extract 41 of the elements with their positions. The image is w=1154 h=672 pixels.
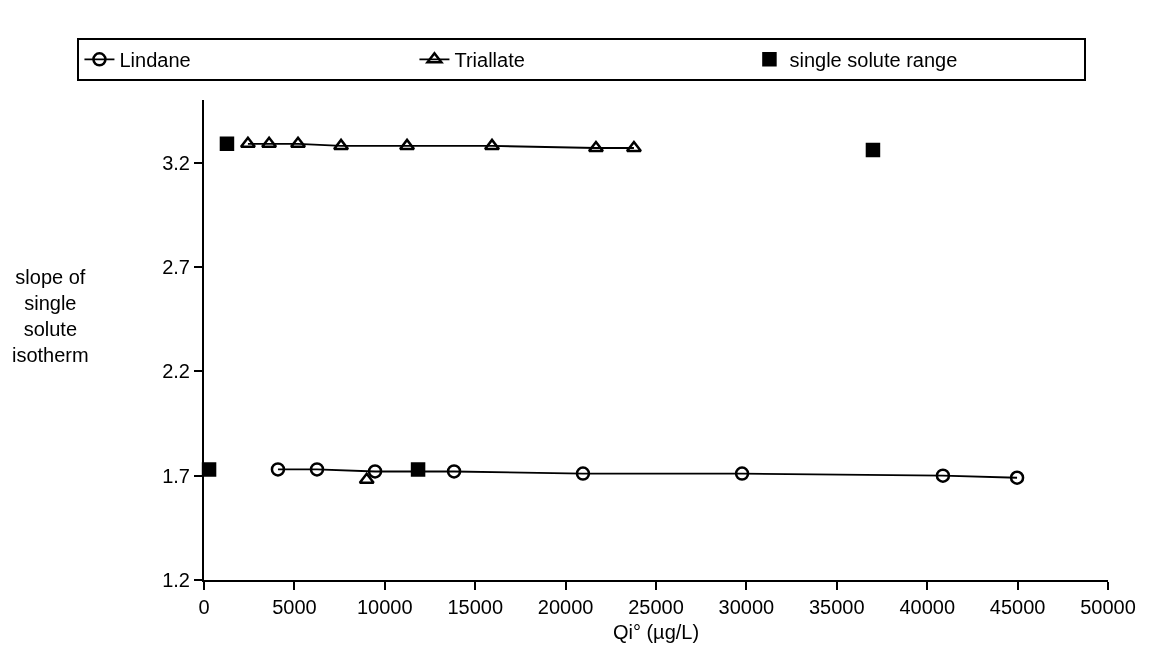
point (587, 140, 605, 153)
x-tick-label: 45000 (989, 596, 1046, 618)
point (865, 142, 881, 158)
point (358, 472, 375, 485)
point (483, 138, 501, 151)
y-tick-label: 1.2 (162, 569, 190, 591)
y-tick-label: 3.2 (162, 151, 190, 174)
point (398, 138, 416, 151)
point (239, 136, 257, 149)
legend-label: Triallate (454, 49, 525, 72)
x-tick-label: 15000 (447, 596, 504, 618)
point (309, 462, 325, 477)
y-tick-label: 1.7 (162, 464, 190, 487)
point (219, 136, 235, 152)
x-tick-label: 20000 (537, 596, 594, 618)
point (625, 140, 643, 153)
point (410, 462, 426, 477)
legend-label: single solute range (789, 49, 958, 72)
x-axis-title: Qi° (µg/L) (612, 621, 700, 643)
point (446, 464, 462, 479)
x-tick-label: 0 (198, 596, 210, 618)
point (575, 466, 591, 481)
y-axis-title: slope of single solute isotherm (12, 266, 89, 366)
y-tick-label: 2.7 (162, 255, 190, 278)
point (935, 468, 951, 483)
point (270, 462, 286, 477)
x-tick-label: 50000 (1080, 596, 1136, 618)
y-tick-label: 2.2 (162, 360, 190, 383)
x-tick-label: 5000 (272, 596, 317, 618)
point (367, 464, 383, 479)
point (734, 466, 750, 481)
point (289, 136, 307, 149)
x-tick-label: 40000 (899, 596, 956, 618)
x-tick-label: 30000 (718, 596, 775, 618)
legend-label: Lindane (119, 49, 191, 72)
x-tick-label: 35000 (808, 596, 865, 618)
point (332, 138, 350, 151)
point (1009, 470, 1025, 485)
x-tick-label: 25000 (628, 596, 684, 618)
x-tick-label: 10000 (356, 596, 413, 618)
point (260, 136, 278, 149)
